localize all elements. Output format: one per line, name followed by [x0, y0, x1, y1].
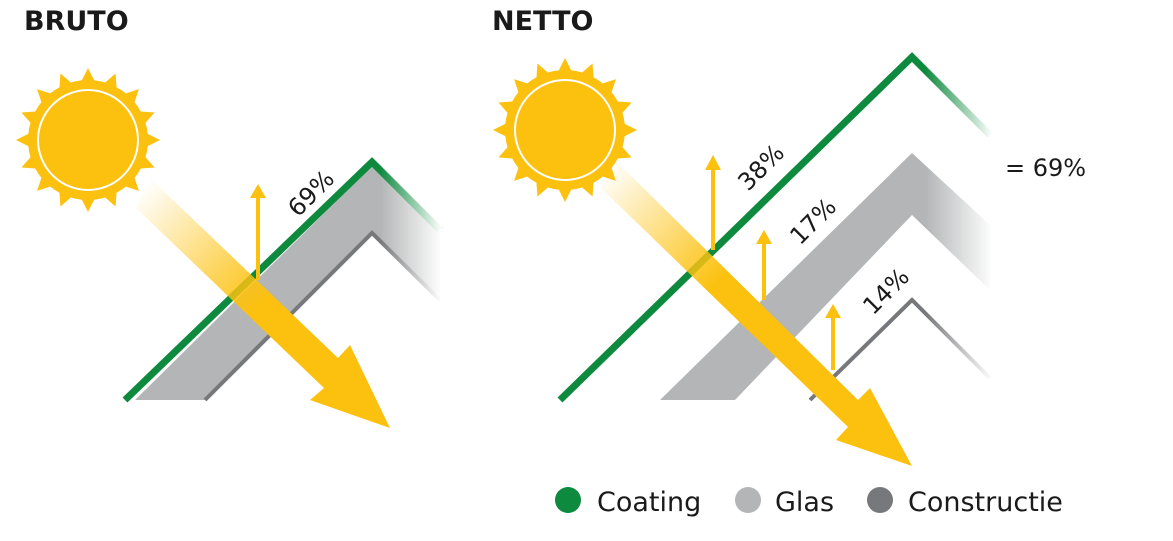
reflect-arrow: [756, 230, 772, 300]
reflect-arrow: [250, 184, 266, 280]
total-label: = 69%: [1005, 154, 1086, 182]
fade: [925, 40, 993, 390]
panel-title: NETTO: [492, 6, 593, 37]
legend-swatch: [867, 487, 893, 513]
legend-label: Constructie: [908, 487, 1063, 518]
reflect-arrow: [705, 155, 721, 250]
legend-label: Glas: [775, 487, 834, 518]
legend-swatch: [555, 487, 581, 513]
sun-beam: [601, 160, 912, 466]
legend-label: Coating: [597, 487, 701, 518]
reflect-arrow: [825, 304, 841, 370]
percent-label: 14%: [857, 263, 915, 321]
glass-layer: [660, 153, 990, 400]
sun-beam: [136, 178, 390, 428]
sun: [15, 67, 162, 213]
glass-layer: [135, 166, 440, 400]
legend-swatch: [735, 487, 761, 513]
fade: [380, 150, 442, 310]
panel-title: BRUTO: [24, 6, 129, 37]
